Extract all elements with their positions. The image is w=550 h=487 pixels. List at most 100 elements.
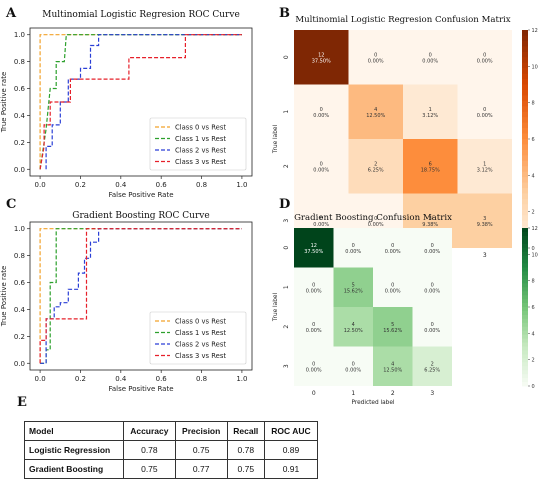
colorbar-segment [522,358,528,363]
cell-percent: 9.38% [477,222,493,228]
y-tick-label: 0 [283,55,290,59]
x-tick-label: 0 [312,390,316,397]
colorbar-tick-label: 0 [532,246,535,252]
heatmap-cell [294,228,334,268]
x-axis-label: False Positive Rate [108,191,173,199]
heatmap-cell [457,30,512,85]
x-tick-label: 2 [391,390,395,397]
x-tick-label: 0.6 [156,181,168,189]
cell-count: 5 [391,322,394,328]
y-tick-label: 0.4 [14,112,26,120]
x-tick-label: 0.8 [196,375,207,383]
cell-count: 0 [431,282,434,288]
y-tick-label: 0.0 [14,166,25,174]
panel-label-b: B [279,6,290,21]
cell-count: 0 [483,52,486,58]
colorbar-segment [522,68,528,74]
colorbar-segment [522,198,528,205]
cell-percent: 0.00% [313,113,329,119]
table-row: Logistic Regression 0.78 0.75 0.78 0.89 [24,440,319,460]
colorbar-tick-label: 4 [532,173,535,179]
cell-percent: 18.75% [421,167,440,173]
column-header: ROC AUC [263,421,319,441]
cell-count: 0 [391,243,394,249]
cell-count: 0 [312,322,315,328]
colorbar-segment [522,228,528,233]
cell-percent: 9.38% [422,222,438,228]
y-tick-label: 0.8 [14,58,25,66]
heatmap-cell [457,193,512,248]
colorbar-segment [522,122,528,129]
colorbar-segment [522,166,528,173]
colorbar-tick-label: 10 [532,64,538,70]
colorbar-segment [522,334,528,339]
heatmap-cell [294,267,334,307]
cell-count: 4 [352,322,355,328]
colorbar-segment [522,362,528,367]
colorbar-tick-label: 0 [532,384,535,390]
colorbar-segment [522,259,528,264]
colorbar-segment [522,267,528,272]
legend-label: Class 2 vs Rest [175,147,226,155]
chart-title: Multinomial Logistic Regresion ROC Curve [42,10,240,20]
cell-count: 0 [352,361,355,367]
cell-percent: 12.50% [366,113,385,119]
colorbar-segment [522,287,528,292]
colorbar-tick-label: 4 [532,331,535,337]
colorbar-segment [522,111,528,118]
panel-label-a: A [5,6,17,21]
y-tick-label: 0.0 [14,360,25,368]
x-tick-label: 3 [483,252,487,259]
legend-label: Class 1 vs Rest [175,135,226,143]
series-line-class-3 [39,228,242,364]
cell-count: 3 [429,216,432,222]
table-row: Gradient Boosting 0.75 0.77 0.75 0.91 [24,459,319,479]
heatmap-cell [294,84,349,139]
table-cell: 0.75 [174,440,228,460]
x-tick-label: 0.2 [75,181,86,189]
y-tick-label: 1 [283,110,290,114]
cell-percent: 0.00% [477,113,493,119]
colorbar-segment [522,40,528,47]
legend-label: Class 3 vs Rest [175,352,226,360]
legend-box [149,311,247,365]
cell-count: 6 [429,161,432,167]
panel-label-d: D [279,197,290,212]
cell-count: 1 [483,161,486,167]
cell-percent: 0.00% [313,167,329,173]
cell-percent: 6.25% [424,367,440,373]
table-cell: 0.91 [263,459,319,479]
cell-percent: 6.25% [368,167,384,173]
heatmap-cell [403,139,458,194]
heatmap-cell [294,30,349,85]
y-tick-label: 3 [283,219,290,223]
series-line-class-3 [39,34,242,170]
table-cell: 0.78 [226,440,265,460]
x-tick-label: 3 [430,390,434,397]
colorbar-segment [522,378,528,383]
heatmap-cell [348,30,403,85]
x-tick-label: 0.6 [156,375,168,383]
table-cell: Logistic Regression [24,440,124,460]
colorbar-segment [522,310,528,316]
y-tick-label: 0.2 [14,139,25,147]
roc-chart-gradient-boosting: Gradient Boosting ROC Curve 0.0 0.2 0.4 0.6 0… [0,211,253,393]
table-cell: 0.78 [122,440,176,460]
metrics-table-container: Model Accuracy Precision Recall ROC AUC … [24,421,319,479]
colorbar-segment [522,350,528,355]
colorbar-segment [522,307,528,312]
heatmap-cell [294,139,349,194]
cell-percent: 0.00% [306,367,322,373]
cell-count: 0 [320,161,323,167]
colorbar-segment [522,171,528,178]
chart-title: Gradient Boosting Confusion Matrix [294,213,452,223]
y-axis-label: True label [273,293,279,323]
y-tick-label: 0.6 [14,85,26,93]
confusion-matrix-gradient-boosting: Gradient Boosting Confusion Matrix1237.5… [273,213,538,406]
x-tick-label: 0.4 [115,181,127,189]
colorbar-segment [522,235,528,241]
chart-title: Gradient Boosting ROC Curve [72,211,209,221]
cell-percent: 0.00% [345,367,361,373]
confusion-matrix-logistic-regression: Multinomial Logistic Regresion Confusion… [273,15,538,268]
cell-percent: 12.50% [344,328,363,334]
